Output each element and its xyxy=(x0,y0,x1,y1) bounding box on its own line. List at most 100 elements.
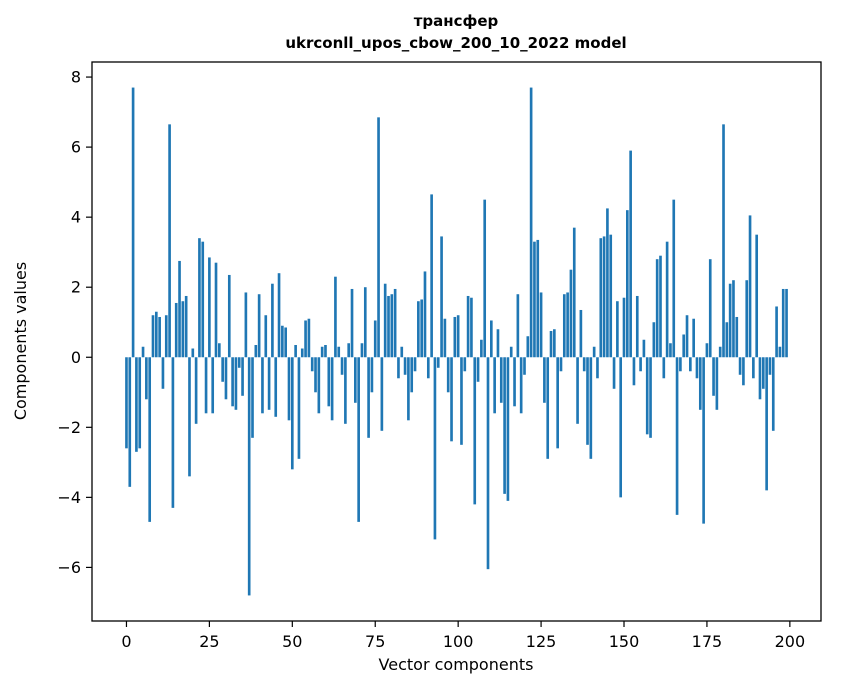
bar xyxy=(231,357,234,407)
bar xyxy=(778,346,782,358)
bar xyxy=(154,311,158,358)
y-tick-label: 2 xyxy=(71,278,81,297)
bar xyxy=(682,334,686,358)
bar xyxy=(204,357,208,414)
x-tick-label: 75 xyxy=(365,632,385,651)
bar xyxy=(310,357,314,372)
x-tick-label: 25 xyxy=(199,632,219,651)
bar xyxy=(407,357,410,421)
bar xyxy=(626,210,629,358)
bar xyxy=(695,357,699,379)
bar xyxy=(181,301,185,358)
bar xyxy=(781,288,785,358)
bar xyxy=(287,357,291,421)
bar xyxy=(576,357,579,424)
bar xyxy=(317,357,321,414)
bar xyxy=(224,357,228,400)
bar xyxy=(380,357,384,431)
bar xyxy=(705,343,709,358)
bar xyxy=(745,280,749,358)
bar xyxy=(586,357,589,445)
bar xyxy=(645,357,649,435)
y-tick-label: 4 xyxy=(71,208,81,227)
bar xyxy=(128,357,132,487)
bar xyxy=(397,357,400,379)
bar xyxy=(496,329,500,358)
x-axis-label: Vector components xyxy=(379,655,534,674)
bar xyxy=(612,357,616,389)
bar xyxy=(642,339,646,358)
bar xyxy=(755,234,759,358)
bar xyxy=(443,318,447,358)
bar xyxy=(304,320,307,358)
y-tick-label: 6 xyxy=(71,138,81,157)
bar xyxy=(675,357,679,515)
bar xyxy=(247,357,251,596)
bar xyxy=(135,357,138,452)
bar xyxy=(184,295,188,358)
bar xyxy=(569,269,573,358)
bar xyxy=(606,208,609,358)
bar xyxy=(125,357,128,449)
bar xyxy=(771,357,775,431)
bar xyxy=(635,295,639,358)
bar xyxy=(284,327,287,358)
bar xyxy=(659,255,662,358)
bar xyxy=(357,357,360,522)
bar xyxy=(516,294,520,358)
bar xyxy=(300,348,304,358)
bar xyxy=(712,357,715,396)
bar xyxy=(390,294,394,358)
bar xyxy=(702,357,705,524)
bar xyxy=(168,124,171,358)
bar xyxy=(543,357,546,403)
bar xyxy=(433,357,437,540)
bar xyxy=(519,357,523,414)
bar xyxy=(440,236,443,358)
bar xyxy=(400,346,404,358)
bar xyxy=(672,199,676,358)
bar xyxy=(775,306,778,358)
bar xyxy=(566,292,569,358)
bar xyxy=(649,357,652,438)
y-axis-label: Components values xyxy=(11,262,30,420)
bar xyxy=(652,322,656,358)
bar xyxy=(708,259,712,358)
bar xyxy=(367,357,370,438)
bar xyxy=(234,357,238,410)
bar xyxy=(324,345,327,358)
bar xyxy=(765,357,768,491)
bar xyxy=(692,318,695,358)
bar xyxy=(227,274,231,358)
bar xyxy=(251,357,254,438)
bar xyxy=(347,343,351,358)
bar xyxy=(267,357,271,410)
bar xyxy=(430,194,433,358)
bar xyxy=(592,346,596,358)
bar xyxy=(582,357,586,372)
x-tick-label: 125 xyxy=(526,632,557,651)
bar xyxy=(426,357,430,379)
bar xyxy=(616,301,619,358)
x-tick-label: 50 xyxy=(282,632,302,651)
bar xyxy=(632,357,636,386)
bar xyxy=(244,292,248,358)
bar xyxy=(486,357,490,570)
bar xyxy=(254,345,258,358)
x-tick-label: 175 xyxy=(692,632,723,651)
bar xyxy=(748,215,752,358)
bar xyxy=(553,329,556,358)
bar xyxy=(161,357,165,389)
bar xyxy=(387,295,390,358)
bar xyxy=(450,357,453,442)
bar xyxy=(619,357,623,498)
bar xyxy=(141,346,145,358)
bar xyxy=(665,241,669,358)
bar xyxy=(393,288,397,358)
bar xyxy=(768,357,772,375)
bar xyxy=(596,357,599,379)
bar xyxy=(579,309,583,358)
bar xyxy=(480,339,483,358)
bar xyxy=(446,357,450,393)
bar xyxy=(599,238,603,358)
